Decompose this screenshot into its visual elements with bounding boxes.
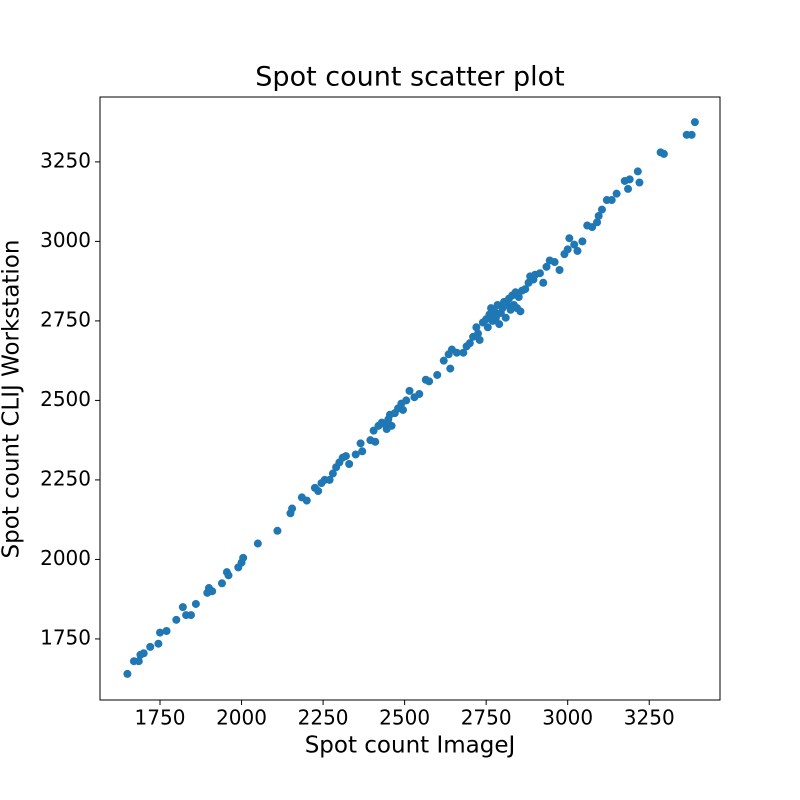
scatter-point bbox=[154, 639, 163, 648]
scatter-point bbox=[633, 167, 642, 176]
scatter-point bbox=[239, 553, 248, 562]
x-tick-label: 1750 bbox=[135, 706, 186, 730]
scatter-point bbox=[273, 526, 282, 535]
scatter-point bbox=[191, 599, 200, 608]
scatter-point bbox=[550, 258, 559, 267]
scatter-point bbox=[635, 178, 644, 187]
x-axis-label: Spot count ImageJ bbox=[305, 733, 516, 759]
scatter-point bbox=[146, 642, 155, 651]
scatter-point bbox=[483, 323, 492, 332]
x-tick-label: 2000 bbox=[216, 706, 267, 730]
scatter-point bbox=[134, 657, 143, 666]
scatter-point bbox=[314, 487, 323, 496]
scatter-point bbox=[475, 335, 484, 344]
scatter-point bbox=[186, 611, 195, 620]
scatter-point bbox=[208, 587, 217, 596]
plot-frame bbox=[99, 96, 721, 701]
scatter-point bbox=[358, 447, 367, 456]
scatter-point bbox=[612, 189, 621, 198]
scatter-point bbox=[570, 240, 579, 249]
scatter-point bbox=[565, 234, 574, 243]
scatter-point bbox=[369, 426, 378, 435]
scatter-point bbox=[288, 504, 297, 513]
scatter-point bbox=[542, 262, 551, 271]
scatter-point bbox=[625, 175, 634, 184]
scatter-point bbox=[573, 246, 582, 255]
scatter-point bbox=[690, 118, 699, 127]
scatter-point bbox=[578, 237, 587, 246]
scatter-point bbox=[624, 184, 633, 193]
scatter-point bbox=[594, 211, 603, 220]
scatter-point bbox=[439, 356, 448, 365]
y-tick-label: 3000 bbox=[40, 228, 91, 252]
x-tick-label: 3250 bbox=[624, 706, 675, 730]
scatter-point bbox=[555, 266, 564, 275]
x-tick-label: 2750 bbox=[461, 706, 512, 730]
scatter-point bbox=[402, 396, 411, 405]
scatter-point bbox=[139, 649, 148, 658]
y-tick-label: 1750 bbox=[40, 625, 91, 649]
scatter-point bbox=[398, 405, 407, 414]
scatter-point bbox=[156, 628, 165, 637]
scatter-point bbox=[328, 469, 337, 478]
scatter-point bbox=[253, 539, 262, 548]
scatter-point bbox=[217, 579, 226, 588]
scatter-point bbox=[345, 460, 354, 469]
scatter-point bbox=[356, 439, 365, 448]
scatter-point bbox=[535, 269, 544, 278]
scatter-point bbox=[521, 285, 530, 294]
x-tick-label: 2250 bbox=[298, 706, 349, 730]
scatter-point bbox=[178, 603, 187, 612]
scatter-point bbox=[597, 205, 606, 214]
scatter-point bbox=[446, 364, 455, 373]
x-tick-label: 2500 bbox=[379, 706, 430, 730]
scatter-point bbox=[659, 149, 668, 158]
scatter-point bbox=[501, 313, 510, 322]
scatter-point bbox=[405, 386, 414, 395]
chart-title: Spot count scatter plot bbox=[255, 62, 564, 93]
y-tick-label: 2250 bbox=[40, 466, 91, 490]
scatter-point bbox=[371, 437, 380, 446]
scatter-point bbox=[687, 130, 696, 139]
scatter-point bbox=[302, 496, 311, 505]
scatter-point bbox=[490, 307, 499, 316]
scatter-point bbox=[433, 370, 442, 379]
scatter-point bbox=[474, 329, 483, 338]
scatter-point bbox=[123, 669, 132, 678]
scatter-point bbox=[514, 293, 523, 302]
scatter-point bbox=[588, 223, 597, 232]
scatter-point bbox=[325, 475, 334, 484]
scatter-point bbox=[459, 348, 468, 357]
scatter-point bbox=[495, 320, 504, 329]
scatter-point bbox=[593, 218, 602, 227]
scatter-point bbox=[351, 450, 360, 459]
scatter-point bbox=[452, 348, 461, 357]
scatter-point bbox=[162, 626, 171, 635]
scatter-point bbox=[465, 339, 474, 348]
scatter-point bbox=[563, 245, 572, 254]
scatter-point bbox=[224, 571, 233, 580]
y-tick-label: 2500 bbox=[40, 387, 91, 411]
y-tick-label: 2000 bbox=[40, 546, 91, 570]
scatter-point bbox=[341, 452, 350, 461]
scatter-point bbox=[607, 196, 616, 205]
scatter-point bbox=[539, 278, 548, 287]
scatter-point bbox=[491, 313, 500, 322]
y-axis-label: Spot count CLIJ Workstation bbox=[0, 240, 25, 559]
y-tick-label: 2750 bbox=[40, 307, 91, 331]
scatter-point bbox=[472, 323, 481, 332]
scatter-point bbox=[172, 615, 181, 624]
y-tick-label: 3250 bbox=[40, 148, 91, 172]
scatter-point bbox=[415, 390, 424, 399]
x-tick-label: 3000 bbox=[542, 706, 593, 730]
scatter-point bbox=[387, 421, 396, 430]
scatter-point bbox=[516, 307, 525, 316]
scatter-point bbox=[425, 377, 434, 386]
